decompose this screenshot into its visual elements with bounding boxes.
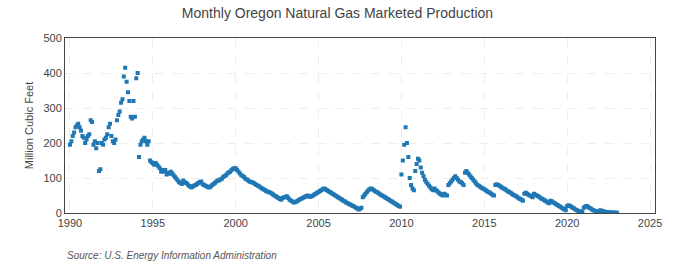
svg-text:Source: U.S. Energy Informatio: Source: U.S. Energy Information Administ… bbox=[67, 250, 277, 261]
svg-text:500: 500 bbox=[43, 32, 61, 44]
svg-text:2025: 2025 bbox=[638, 217, 662, 229]
svg-text:2005: 2005 bbox=[306, 217, 330, 229]
svg-text:2010: 2010 bbox=[389, 217, 413, 229]
svg-text:2000: 2000 bbox=[223, 217, 247, 229]
svg-text:100: 100 bbox=[43, 172, 61, 184]
svg-text:Monthly Oregon Natural Gas Mar: Monthly Oregon Natural Gas Marketed Prod… bbox=[182, 5, 493, 21]
svg-text:2015: 2015 bbox=[472, 217, 496, 229]
svg-text:1990: 1990 bbox=[58, 217, 82, 229]
svg-text:300: 300 bbox=[43, 102, 61, 114]
svg-text:1995: 1995 bbox=[141, 217, 165, 229]
svg-text:Million Cubic Feet: Million Cubic Feet bbox=[23, 82, 35, 169]
svg-text:400: 400 bbox=[43, 67, 61, 79]
svg-text:0: 0 bbox=[56, 207, 62, 219]
svg-text:2020: 2020 bbox=[555, 217, 579, 229]
svg-text:200: 200 bbox=[43, 137, 61, 149]
